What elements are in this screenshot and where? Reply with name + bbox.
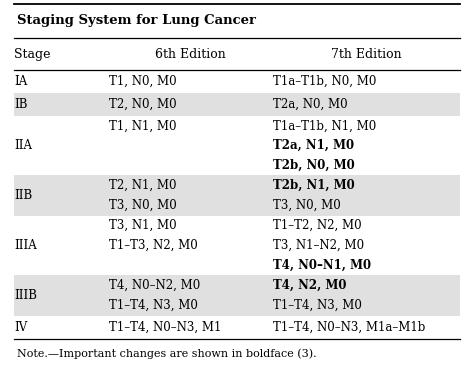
Text: T1–T4, N0–N3, M1a–M1b: T1–T4, N0–N3, M1a–M1b	[273, 320, 425, 334]
Text: Staging System for Lung Cancer: Staging System for Lung Cancer	[17, 14, 255, 28]
Text: T3, N1–N2, M0: T3, N1–N2, M0	[273, 239, 364, 252]
Text: IIIB: IIIB	[14, 289, 37, 302]
Bar	[14, 93, 460, 116]
Text: T4, N0–N2, M0: T4, N0–N2, M0	[109, 279, 201, 291]
Text: T1, N0, M0: T1, N0, M0	[109, 75, 177, 88]
Text: T3, N0, M0: T3, N0, M0	[273, 199, 340, 212]
Text: T1, N1, M0: T1, N1, M0	[109, 120, 176, 132]
Text: IV: IV	[14, 320, 27, 334]
Text: T1–T4, N3, M0: T1–T4, N3, M0	[109, 299, 198, 312]
Text: T3, N1, M0: T3, N1, M0	[109, 219, 177, 232]
Text: IB: IB	[14, 98, 27, 111]
Text: T1a–T1b, N0, M0: T1a–T1b, N0, M0	[273, 75, 376, 88]
Text: T2b, N1, M0: T2b, N1, M0	[273, 179, 354, 192]
Bar	[14, 275, 460, 316]
Text: T1–T4, N3, M0: T1–T4, N3, M0	[273, 299, 361, 312]
Text: T1–T4, N0–N3, M1: T1–T4, N0–N3, M1	[109, 320, 221, 334]
Text: IIB: IIB	[14, 189, 33, 202]
Bar	[14, 175, 460, 216]
Text: T1a–T1b, N1, M0: T1a–T1b, N1, M0	[273, 120, 376, 132]
Text: 7th Edition: 7th Edition	[331, 48, 401, 61]
Text: T1–T3, N2, M0: T1–T3, N2, M0	[109, 239, 198, 252]
Text: Stage: Stage	[14, 48, 51, 61]
Text: T4, N0–N1, M0: T4, N0–N1, M0	[273, 259, 371, 271]
Text: IA: IA	[14, 75, 27, 88]
Text: T1–T2, N2, M0: T1–T2, N2, M0	[273, 219, 361, 232]
Text: T2, N0, M0: T2, N0, M0	[109, 98, 177, 111]
Text: T4, N2, M0: T4, N2, M0	[273, 279, 346, 291]
Text: T2, N1, M0: T2, N1, M0	[109, 179, 176, 192]
Text: T2a, N0, M0: T2a, N0, M0	[273, 98, 347, 111]
Text: T2b, N0, M0: T2b, N0, M0	[273, 159, 354, 172]
Text: T3, N0, M0: T3, N0, M0	[109, 199, 177, 212]
Text: 6th Edition: 6th Edition	[155, 48, 226, 61]
Text: IIIA: IIIA	[14, 239, 37, 252]
Text: T2a, N1, M0: T2a, N1, M0	[273, 139, 354, 152]
Text: IIA: IIA	[14, 139, 32, 152]
Text: Note.—Important changes are shown in boldface (3).: Note.—Important changes are shown in bol…	[17, 349, 316, 359]
